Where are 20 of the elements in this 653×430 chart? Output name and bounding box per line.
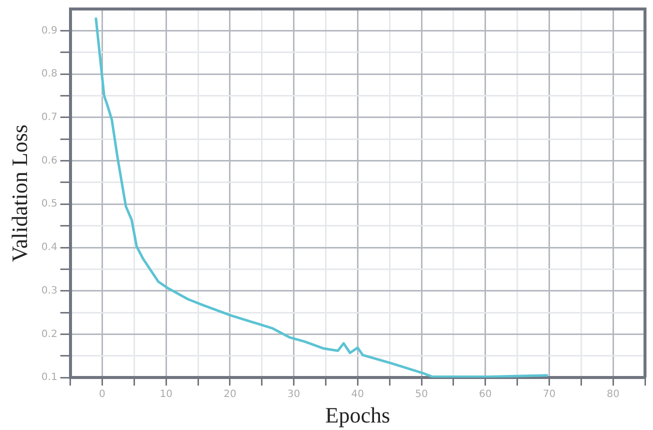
y-axis-title: Validation Loss — [6, 124, 32, 262]
x-tick-label: 80 — [606, 389, 620, 400]
y-tick-label: 0.4 — [41, 242, 58, 254]
y-tick-label: 0.6 — [41, 155, 58, 166]
y-tick-label: 0.5 — [41, 198, 58, 210]
x-axis-title: Epochs — [325, 402, 390, 428]
x-tick-label: 10 — [160, 389, 172, 400]
y-tick-label: 0.8 — [41, 68, 58, 80]
y-tick-label: 0.9 — [41, 25, 58, 36]
y-tick-label: 0.7 — [41, 112, 58, 124]
y-tick-label: 0.3 — [41, 285, 58, 296]
x-tick-label: 0 — [99, 389, 106, 400]
x-tick-label: 50 — [415, 389, 428, 400]
x-tick-label: 70 — [542, 389, 556, 400]
y-tick-label: 0.1 — [41, 372, 58, 384]
x-tick-label: 40 — [351, 389, 364, 400]
x-tick-label: 30 — [287, 389, 300, 400]
x-tick-label: 60 — [478, 389, 492, 400]
y-tick-label: 0.2 — [41, 328, 58, 340]
x-tick-label: 20 — [224, 389, 236, 400]
